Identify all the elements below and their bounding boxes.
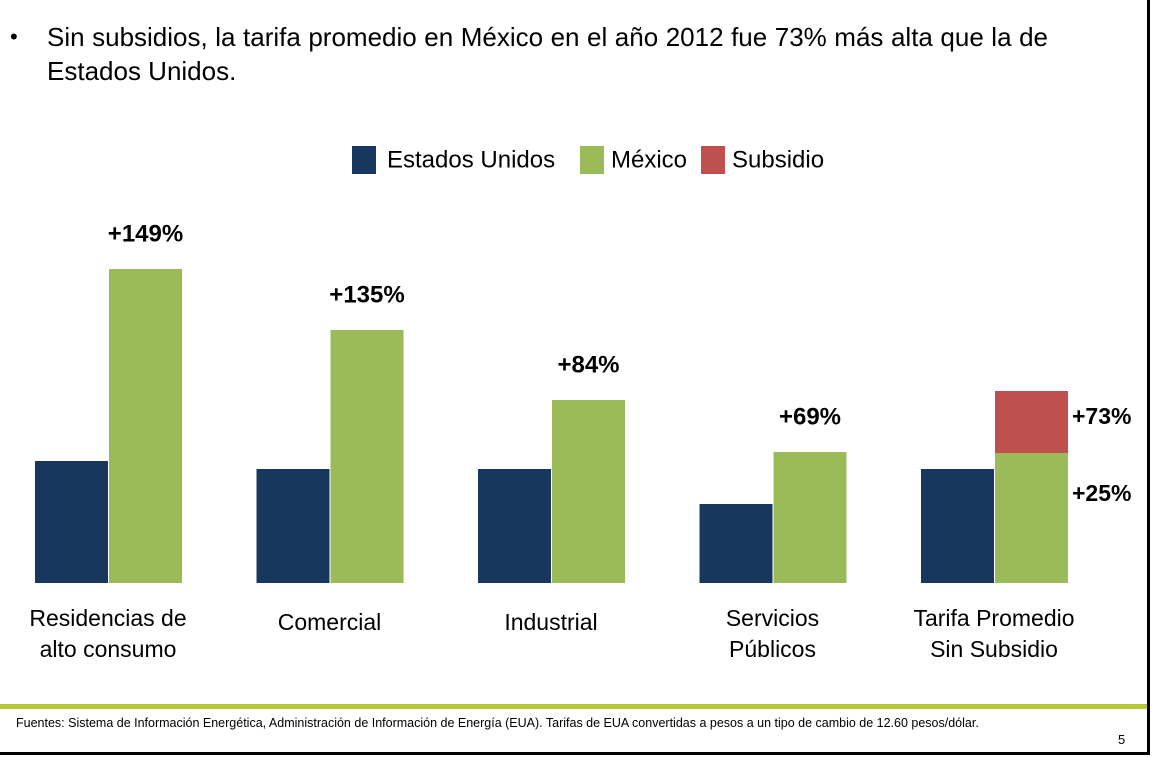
bar <box>35 461 108 583</box>
chart-title: Sin subsidios, la tarifa promedio en Méx… <box>47 22 1048 86</box>
x-tick-label: Residencias de alto consumo <box>29 605 187 662</box>
bar <box>995 391 1068 453</box>
bar <box>552 400 625 583</box>
bar <box>773 452 847 583</box>
annotation: +69% <box>779 403 841 430</box>
bar <box>699 504 773 583</box>
bar <box>921 469 994 583</box>
legend-label: Subsidio <box>732 146 824 173</box>
bar <box>478 469 551 583</box>
legend-swatch <box>701 146 725 174</box>
x-tick-label: Tarifa Promedio Sin Subsidio <box>913 605 1075 662</box>
bar <box>109 269 182 583</box>
legend-swatch <box>352 146 376 174</box>
border <box>0 752 1150 755</box>
x-tick-label: Servicios Públicos <box>725 605 820 662</box>
x-tick-label: Comercial <box>277 609 382 635</box>
divider <box>0 704 1148 709</box>
chart: Estados Unidos México Subsidio +149% +135% +8… <box>35 146 1131 583</box>
legend-label: Estados Unidos <box>387 146 555 173</box>
annotation: +84% <box>557 351 619 378</box>
legend-label: México <box>611 146 687 173</box>
bar <box>995 453 1068 583</box>
annotation: +135% <box>329 281 404 308</box>
footer: Fuentes: Sistema de Información Energéti… <box>16 716 979 730</box>
annotation: +73% <box>1072 403 1131 429</box>
annotation: +149% <box>108 220 183 247</box>
bar <box>256 469 330 583</box>
x-tick-label: Industrial <box>504 609 598 635</box>
border <box>1147 0 1150 755</box>
legend-swatch <box>580 146 604 174</box>
bullet: • <box>10 24 18 49</box>
bar <box>330 330 404 583</box>
page-number: 5 <box>1118 732 1126 747</box>
annotation: +25% <box>1072 480 1131 506</box>
